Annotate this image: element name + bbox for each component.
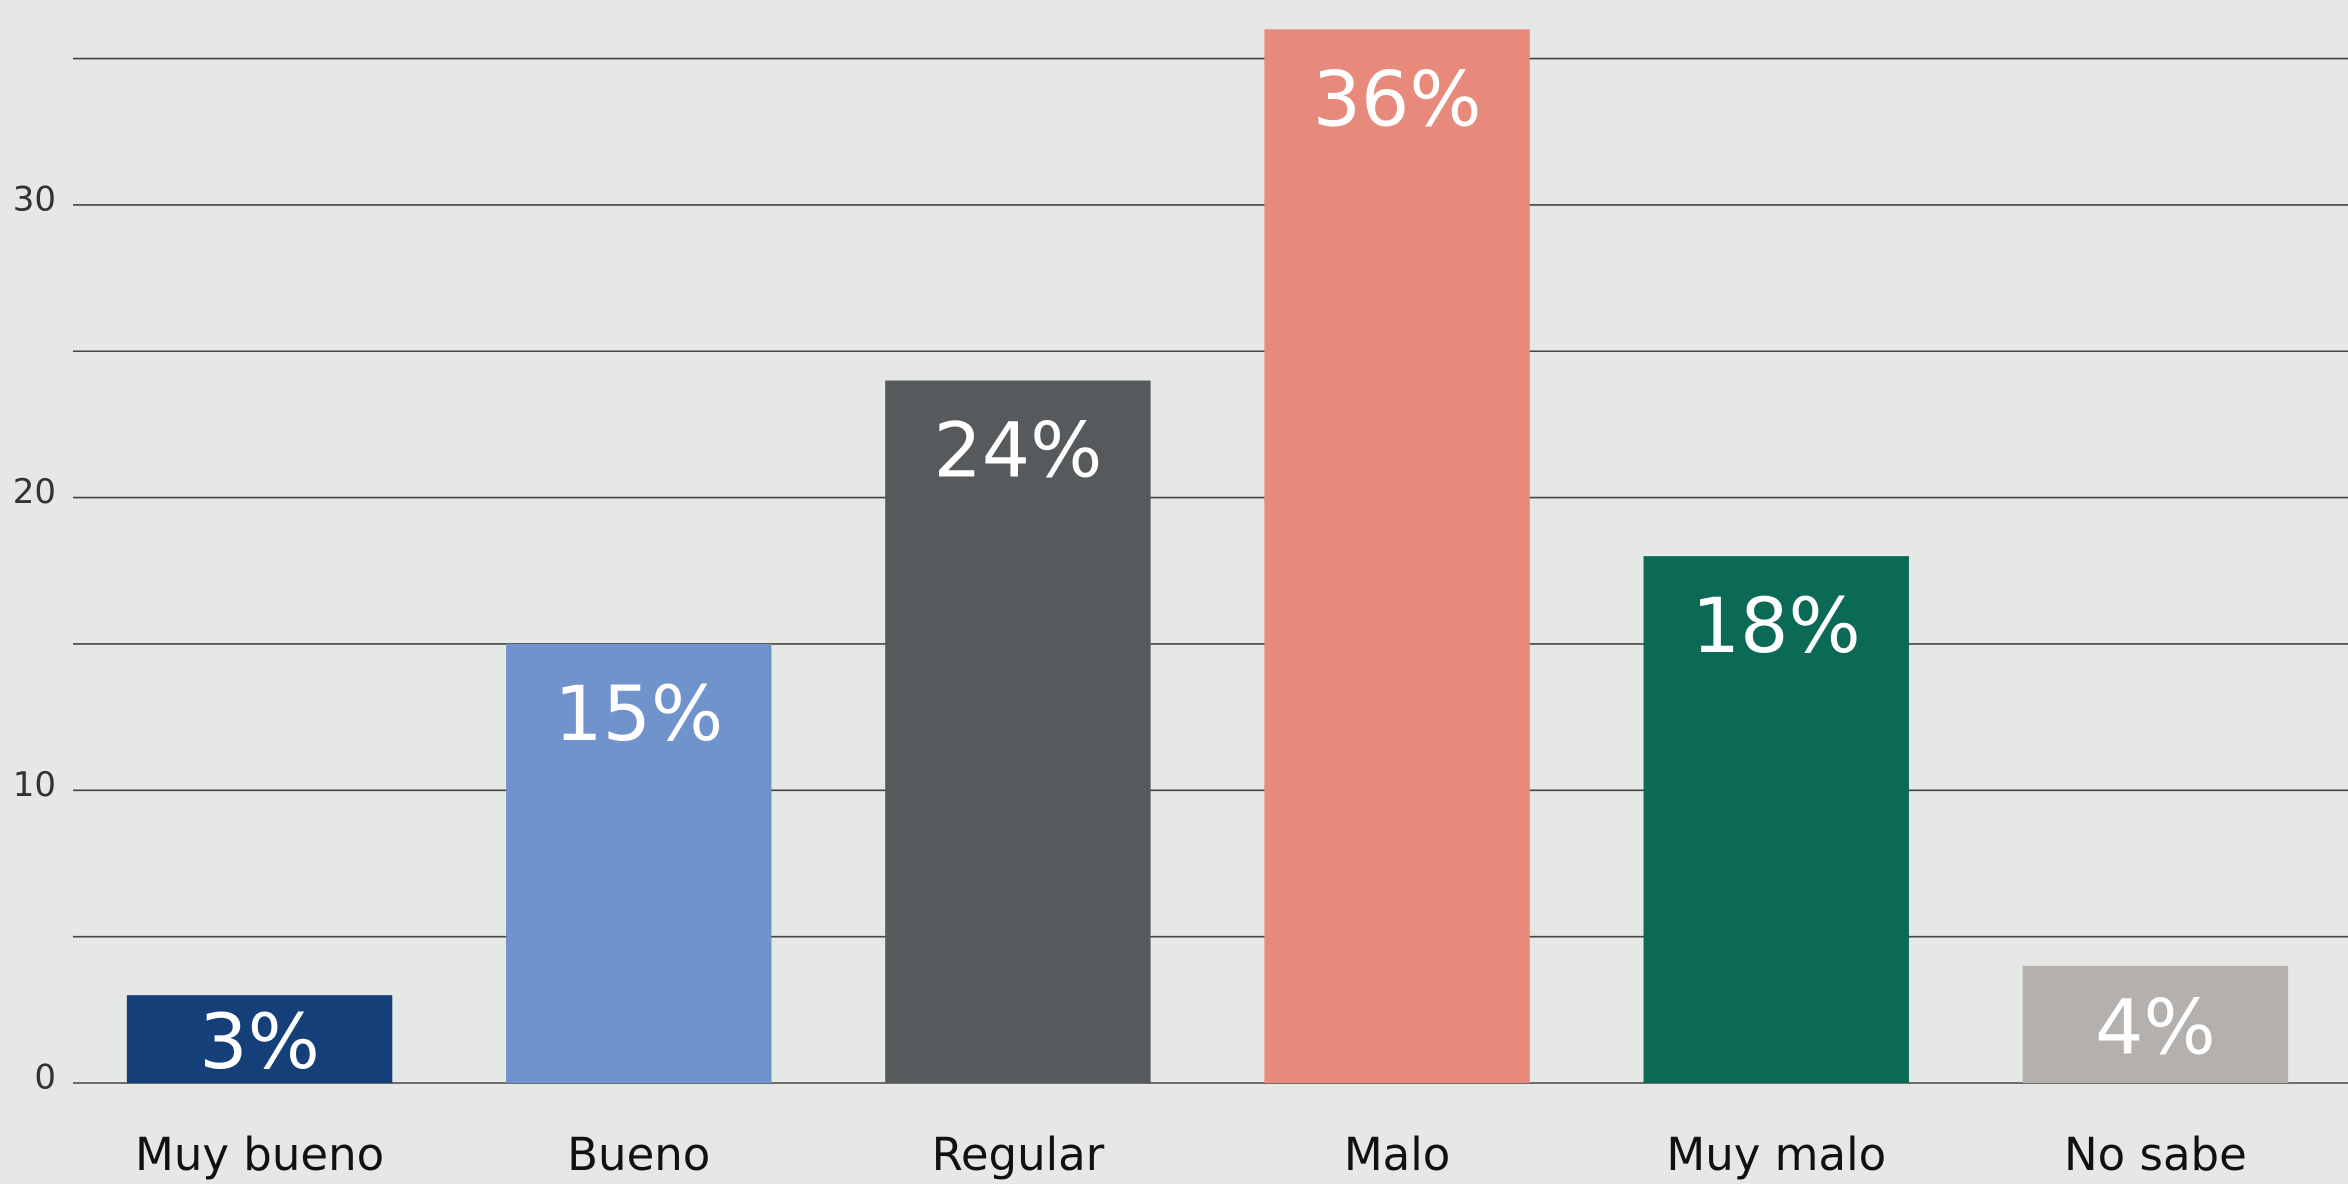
- y-tick-label: 20: [13, 472, 56, 512]
- value-label: 15%: [554, 669, 723, 758]
- x-tick-label: Malo: [1344, 1128, 1450, 1181]
- x-tick-label: No sabe: [2064, 1128, 2247, 1181]
- x-tick-label: Muy malo: [1666, 1128, 1886, 1181]
- y-tick-label: 10: [13, 765, 56, 805]
- bar: [506, 643, 772, 1083]
- x-tick-label: Regular: [932, 1128, 1105, 1181]
- value-label: 24%: [933, 405, 1102, 494]
- value-label: 36%: [1313, 54, 1482, 143]
- y-tick-label: 0: [34, 1058, 56, 1098]
- bar: [1264, 29, 1530, 1084]
- value-label: 3%: [199, 997, 320, 1086]
- y-tick-label: 30: [13, 179, 56, 219]
- bar: [885, 380, 1151, 1083]
- x-tick-label: Muy bueno: [135, 1128, 384, 1181]
- value-label: 4%: [2095, 982, 2216, 1071]
- bar: [2022, 965, 2289, 1083]
- x-tick-label: Bueno: [567, 1128, 710, 1181]
- bar: [1643, 556, 1909, 1083]
- bar: [126, 995, 393, 1083]
- value-label: 18%: [1692, 581, 1861, 670]
